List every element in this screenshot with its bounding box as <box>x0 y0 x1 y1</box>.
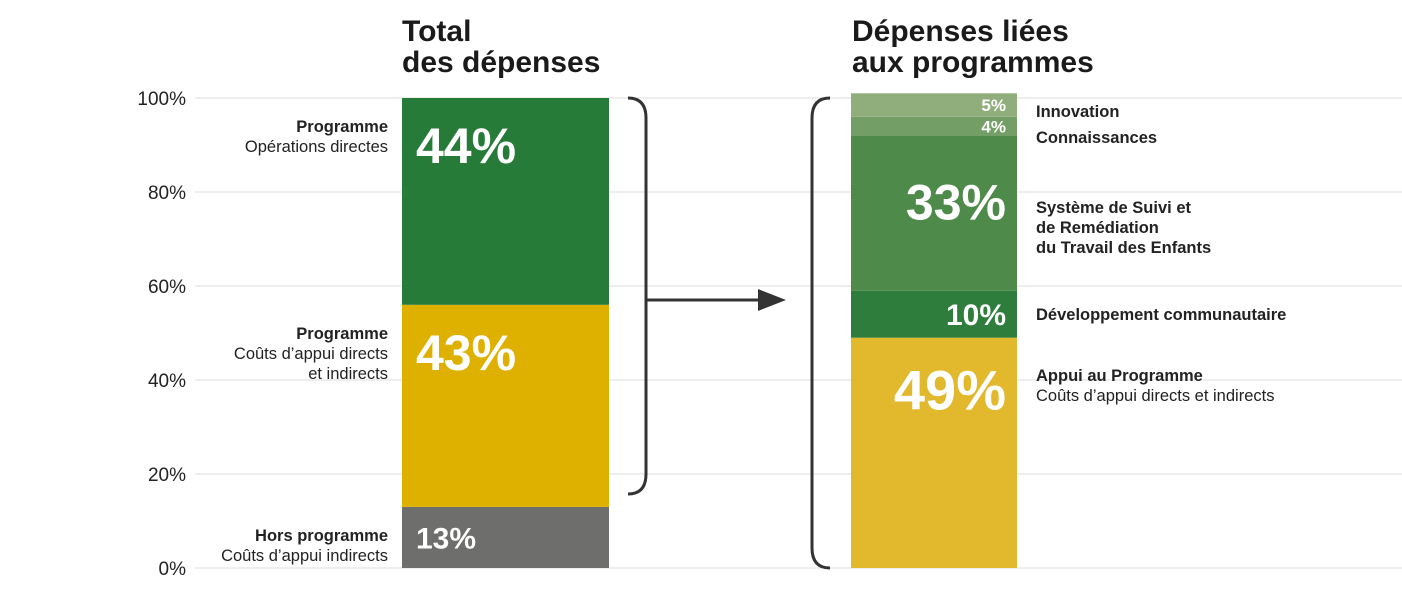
data-label: 44% <box>416 118 516 174</box>
data-label: 49% <box>894 359 1006 422</box>
arrow-head-icon <box>758 289 786 311</box>
y-tick-label: 80% <box>148 183 186 204</box>
bar-segment <box>851 93 1017 117</box>
data-label: 10% <box>946 299 1006 332</box>
y-tick-label: 60% <box>148 277 186 298</box>
chart-title-total: Total des dépenses <box>402 15 600 79</box>
bar-segment <box>851 337 1017 568</box>
right-bracket <box>810 96 831 570</box>
bar-segment <box>402 304 609 507</box>
data-label: 43% <box>416 325 516 381</box>
segment-label-regular: Coûts d’appui directs et indirects <box>1036 387 1274 405</box>
segment-label-bold: Connaissances <box>1036 129 1157 147</box>
y-tick-label: 0% <box>159 559 187 580</box>
data-label: 13% <box>416 522 476 555</box>
program-expenses-bar: 49% Appui au Programme Coûts d’appui direc… <box>851 93 1286 568</box>
segment-label-regular: Opérations directes <box>245 138 388 156</box>
bar-segment <box>851 290 1017 338</box>
segment-label-regular: Coûts d’appui indirects <box>221 547 388 565</box>
y-tick-label: 40% <box>148 371 186 392</box>
y-tick-label: 100% <box>137 89 186 110</box>
segment-label-bold: Innovation <box>1036 103 1119 121</box>
gridlines <box>195 97 1402 569</box>
data-label: 4% <box>981 117 1006 136</box>
data-label: 5% <box>981 96 1006 115</box>
chart-title-program: Dépenses liées aux programmes <box>852 15 1094 79</box>
segment-label-bold: Hors programme <box>255 527 388 545</box>
left-bracket <box>627 96 648 496</box>
segment-label-bold: Programme <box>296 118 388 136</box>
y-tick-label: 20% <box>148 465 186 486</box>
chart-titles: Total des dépenses Dépenses liées aux progr… <box>402 15 1094 79</box>
segment-label-bold: Appui au Programme <box>1036 367 1203 385</box>
bar-segment <box>402 98 609 305</box>
segment-label-bold: Programme <box>296 325 388 343</box>
bar-segment <box>851 116 1017 136</box>
segment-label-bold: Développement communautaire <box>1036 306 1286 324</box>
total-expenses-bar: 13% Hors programme Coûts d’appui indirects… <box>221 98 609 568</box>
segment-label-regular: Coûts d’appui directs et indirects <box>234 345 388 383</box>
bar-segment <box>402 506 609 568</box>
data-label: 33% <box>906 175 1006 231</box>
segment-label-bold: Système de Suivi et de Remédiation du Trav… <box>1036 199 1211 257</box>
bar-segment <box>851 135 1017 291</box>
y-axis-ticks: 0% 20% 40% 60% 80% 100% <box>137 89 186 580</box>
